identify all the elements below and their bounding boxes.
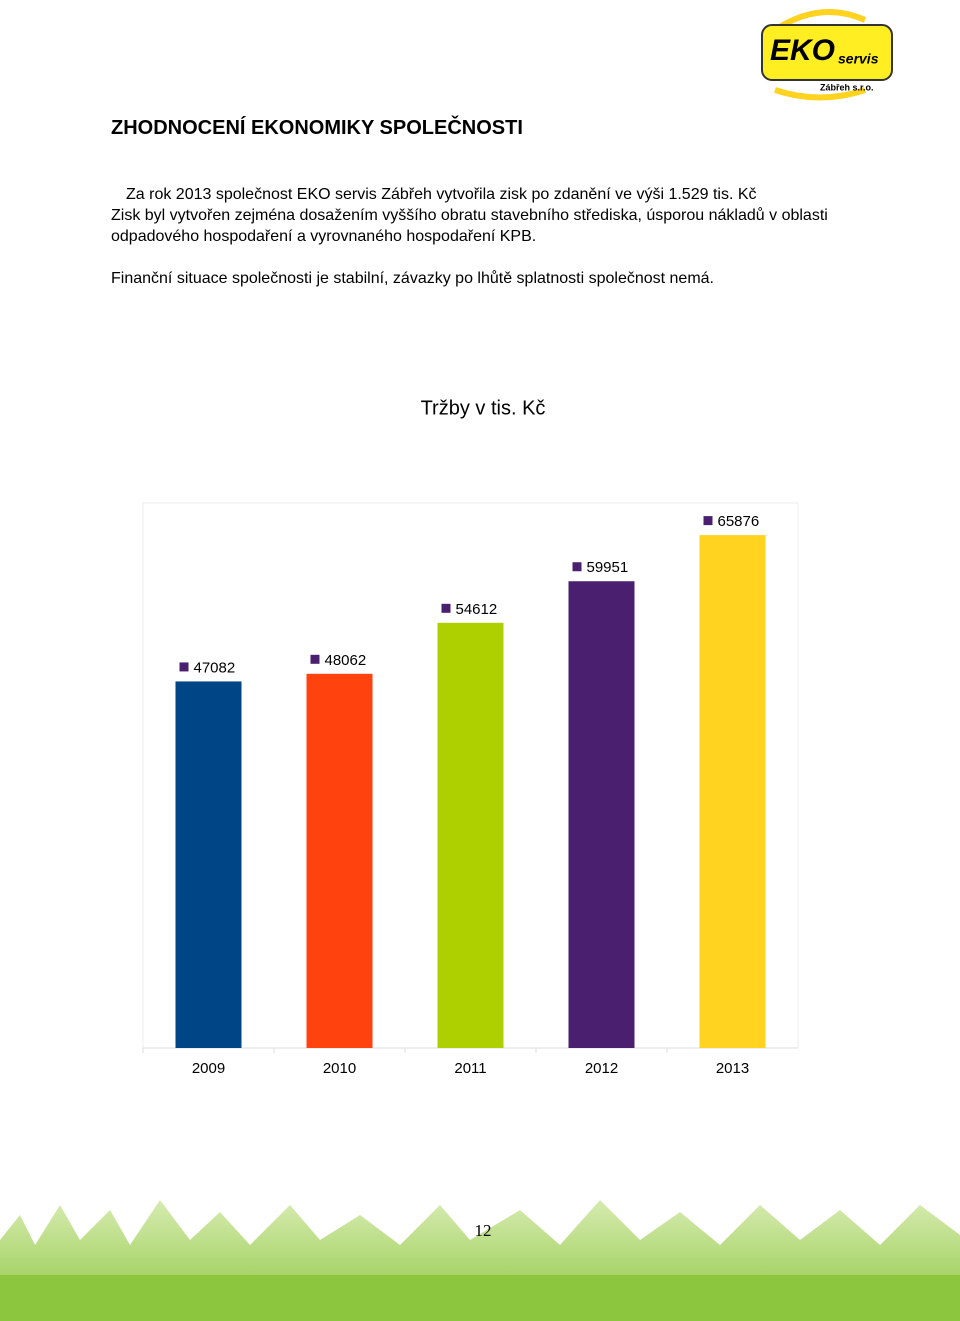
bar	[175, 681, 242, 1048]
paragraph: Finanční situace společnosti je stabilní…	[111, 270, 714, 287]
x-tick-label: 2011	[454, 1060, 486, 1077]
page-number: 12	[475, 1221, 492, 1240]
bar	[306, 673, 373, 1048]
value-label: 65876	[718, 513, 760, 530]
grass	[0, 1200, 960, 1321]
value-label: 48062	[325, 652, 367, 669]
bar	[568, 581, 635, 1048]
label-key	[310, 654, 320, 664]
logo-place: Zábřeh s.r.o.	[820, 82, 874, 92]
heading: ZHODNOCENÍ EKONOMIKY SPOLEČNOSTI	[111, 117, 523, 139]
value-label: 54612	[456, 601, 498, 618]
paragraph: Zisk byl vytvořen zejména dosažením vyšš…	[111, 207, 828, 245]
logo: EKO servis Zábřeh s.r.o.	[761, 9, 893, 101]
x-tick-label: 2013	[716, 1060, 749, 1077]
logo-brand: EKO	[770, 34, 835, 67]
logo-sub: servis	[838, 51, 879, 67]
label-key	[703, 516, 713, 526]
bar	[437, 622, 504, 1048]
chart-title: Tržby v tis. Kč	[421, 397, 546, 419]
paragraph: Za rok 2013 společnost EKO servis Zábřeh…	[126, 186, 757, 203]
label-key	[441, 603, 451, 613]
value-label: 59951	[587, 559, 629, 576]
value-label: 47082	[194, 659, 236, 676]
label-key	[179, 662, 189, 672]
x-tick-label: 2012	[585, 1060, 618, 1077]
x-tick-label: 2010	[323, 1060, 356, 1077]
x-tick-label: 2009	[192, 1060, 225, 1077]
label-key	[572, 562, 582, 572]
bar	[699, 535, 766, 1048]
